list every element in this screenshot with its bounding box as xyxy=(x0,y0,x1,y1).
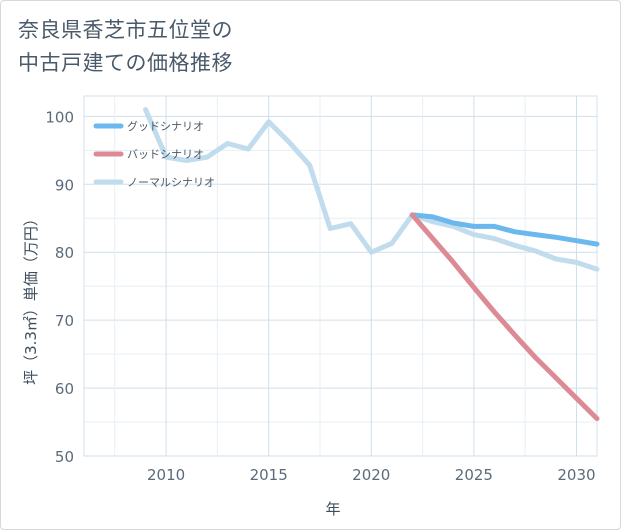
series-line-1 xyxy=(409,212,600,422)
chart-title-line1: 奈良県香芝市五位堂の xyxy=(18,18,233,42)
x-tick-label: 2020 xyxy=(352,466,390,484)
x-tick-label: 2010 xyxy=(147,466,185,484)
y-tick-label: 50 xyxy=(55,448,74,466)
series-line-0 xyxy=(409,212,600,247)
y-tick-label: 90 xyxy=(55,176,74,194)
series-lines xyxy=(143,107,600,422)
y-axis-title: 坪（3.3㎡）単価（万円） xyxy=(22,211,40,385)
y-tick-label: 80 xyxy=(55,244,74,262)
x-tick-label: 2025 xyxy=(455,466,493,484)
chart-title: 奈良県香芝市五位堂の 中古戸建ての価格推移 xyxy=(18,14,233,80)
series-line-2 xyxy=(143,107,600,272)
x-axis-title: 年 xyxy=(325,500,340,518)
legend-label: グッドシナリオ xyxy=(127,119,204,133)
legend-label: バッドシナリオ xyxy=(127,148,204,161)
y-axis-ticks: 50 60 70 80 90 100 xyxy=(45,108,74,466)
legend-label: ノーマルシナリオ xyxy=(127,176,215,189)
chart-title-line2: 中古戸建ての価格推移 xyxy=(18,51,233,75)
x-axis-ticks: 2010 2015 2020 2025 2030 xyxy=(147,466,596,484)
y-tick-label: 70 xyxy=(55,312,74,330)
x-tick-label: 2015 xyxy=(250,466,288,484)
y-tick-label: 60 xyxy=(55,380,74,398)
x-tick-label: 2030 xyxy=(557,466,595,484)
y-tick-label: 100 xyxy=(45,108,74,126)
